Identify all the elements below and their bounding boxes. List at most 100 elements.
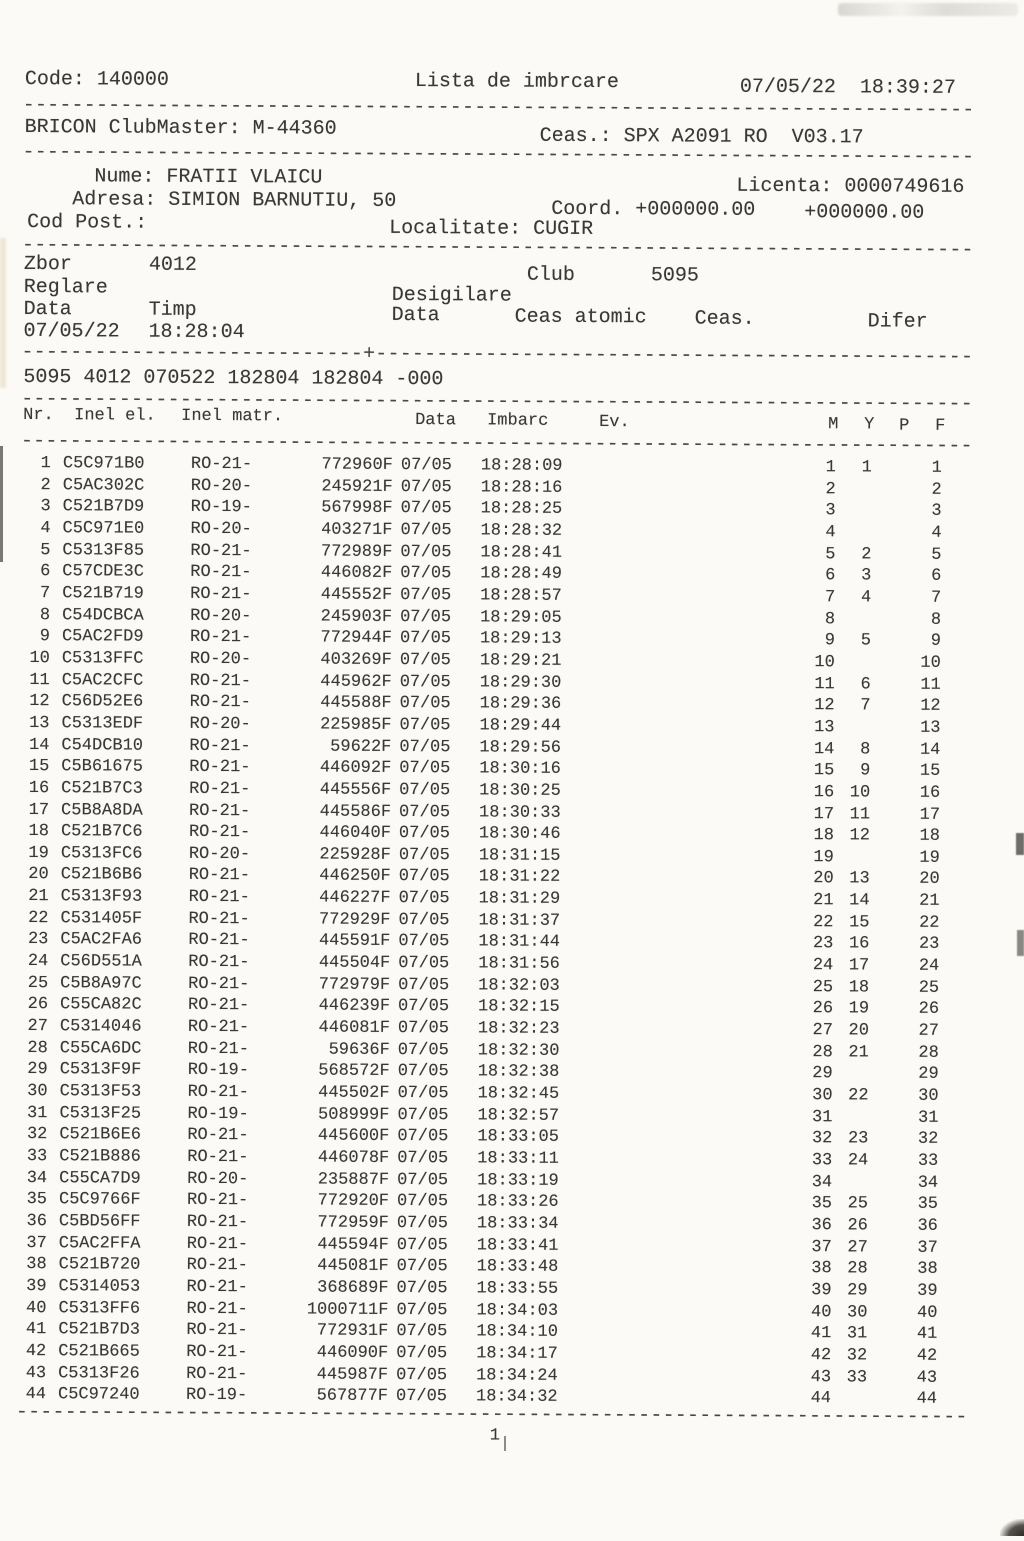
cell-nr: 5 [40, 540, 51, 560]
cell-y: 25 [847, 1194, 869, 1214]
cell-m: 16 [813, 782, 835, 803]
cell-f: 2 [931, 480, 942, 500]
cell-data: 07/05 [397, 1062, 449, 1082]
cell-ev [572, 1127, 794, 1150]
reglare-time: 18:28:04 [148, 320, 245, 345]
cell-y: 18 [848, 978, 870, 998]
cell-nr: 30 [27, 1082, 48, 1102]
cell-data: 07/05 [396, 1278, 448, 1299]
cell-y [832, 1107, 868, 1129]
cell-imbarc: 18:28:41 [480, 543, 563, 563]
cell-inel-matr: RO-21- [186, 1364, 248, 1384]
cell-inel-matr: RO-21- [188, 909, 250, 929]
cell-p [868, 1172, 900, 1194]
cell-data: 07/05 [397, 1083, 449, 1104]
cell-f: 3 [931, 502, 942, 522]
cell-p [867, 1302, 899, 1324]
cell-f: 30 [918, 1086, 939, 1106]
cell-m: 22 [813, 912, 834, 933]
cell-f: 12 [920, 696, 941, 717]
cell-ev [574, 759, 796, 782]
cell-p [871, 544, 903, 566]
cell-y: 7 [860, 696, 871, 716]
cell-nr: 16 [28, 778, 50, 798]
cell-f: 37 [917, 1238, 938, 1258]
cell-inel-matr: RO-21- [188, 823, 251, 843]
cell-p [871, 674, 903, 696]
owner-name: Nume: FRATII VLAICU [94, 165, 323, 190]
cell-m: 3 [825, 501, 836, 521]
cell-y: 20 [848, 1021, 869, 1041]
cell-y: 30 [846, 1302, 868, 1323]
cell-p [869, 956, 901, 978]
flight-number: 4012 [148, 253, 198, 277]
cell-inel-el: C5C9766F [58, 1190, 141, 1210]
cell-data: 07/05 [400, 477, 452, 497]
col-header-ev: Ev. [599, 413, 630, 433]
cell-data: 07/05 [396, 1213, 448, 1234]
cell-f: 28 [918, 1043, 939, 1063]
cell-ring: 772929F [319, 910, 391, 930]
cell-inel-matr: RO-21- [186, 1212, 249, 1233]
cell-f: 6 [931, 567, 942, 587]
cell-ev [572, 1106, 794, 1129]
cell-data: 07/05 [400, 542, 452, 562]
cell-inel-matr: RO-21- [189, 671, 252, 691]
cell-nr: 9 [39, 627, 51, 647]
cell-inel-el: C5BD56FF [58, 1212, 141, 1232]
cell-nr: 43 [25, 1363, 47, 1383]
cell-data: 07/05 [398, 824, 451, 844]
col-header-nr: Nr. [23, 405, 54, 426]
cell-ring: 445591F [318, 931, 391, 952]
cell-p [872, 457, 904, 479]
cell-data: 07/05 [396, 1257, 448, 1277]
cell-nr: 38 [26, 1255, 47, 1275]
cell-m: 19 [813, 847, 834, 868]
cell-nr: 24 [27, 952, 49, 972]
club-number: 5095 [650, 264, 699, 288]
reglare-date: 07/05/22 [23, 319, 120, 344]
cell-imbarc: 18:30:16 [479, 759, 561, 780]
cell-p [871, 696, 903, 718]
cell-inel-el: C5313F26 [58, 1363, 140, 1384]
cell-p [868, 1150, 900, 1172]
cell-ev [573, 1019, 795, 1042]
cell-y [835, 522, 871, 544]
cell-imbarc: 18:32:38 [477, 1062, 560, 1083]
cell-f: 35 [917, 1195, 939, 1215]
cell-data: 07/05 [400, 564, 452, 584]
cell-p [871, 587, 903, 609]
cell-m: 27 [812, 1021, 833, 1041]
cell-y: 9 [860, 761, 871, 781]
cell-ev [575, 672, 797, 695]
cell-inel-el: C521B665 [58, 1342, 140, 1362]
cell-inel-el: C55CA82C [60, 995, 142, 1016]
cell-y: 29 [847, 1281, 868, 1301]
cell-inel-matr: RO-21- [189, 779, 251, 800]
cell-f: 7 [930, 588, 942, 608]
cell-ev [574, 802, 796, 825]
cell-inel-matr: RO-21- [189, 801, 251, 821]
cell-imbarc: 18:31:56 [478, 954, 560, 974]
cell-m: 1 [825, 458, 836, 478]
cell-ring: 245921F [321, 477, 393, 497]
cell-ev [572, 1149, 794, 1172]
col-header-inel-matr: Inel matr. [181, 406, 284, 427]
cell-p [868, 1194, 900, 1216]
cell-m: 6 [825, 566, 836, 586]
cell-ring: 235887F [317, 1170, 390, 1190]
cell-ring: 446239F [318, 996, 391, 1017]
cell-p [869, 977, 901, 999]
cell-y: 16 [848, 934, 870, 954]
cell-m: 36 [811, 1216, 832, 1236]
cell-f: 23 [918, 935, 940, 955]
cell-ev [573, 911, 795, 934]
cell-imbarc: 18:34:10 [476, 1322, 559, 1343]
cell-m: 17 [813, 804, 835, 824]
cell-ev [575, 521, 797, 544]
atomic-clock-label: Ceas atomic [514, 305, 647, 330]
cell-p [869, 1064, 901, 1086]
cell-inel-el: C5313FC6 [60, 844, 143, 864]
cell-data: 07/05 [398, 845, 450, 866]
cell-inel-el: C521B7D9 [62, 497, 145, 517]
